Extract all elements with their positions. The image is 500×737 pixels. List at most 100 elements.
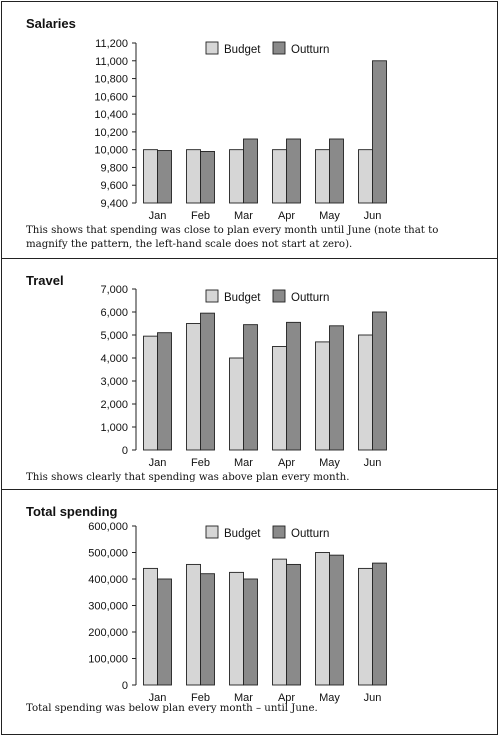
bar-budget-mar <box>229 357 244 451</box>
x-tick-label: Mar <box>234 457 253 469</box>
legend-swatch-outturn <box>272 41 286 55</box>
bar-budget-feb <box>186 323 201 451</box>
x-tick-label: May <box>319 210 340 222</box>
y-tick-label: 10,600 <box>94 91 128 103</box>
x-tick-label: Mar <box>234 692 253 704</box>
bar-budget-apr <box>272 558 287 686</box>
x-tick-label: Jan <box>149 457 167 469</box>
y-tick-label: 6,000 <box>100 307 128 319</box>
y-tick-label: 4,000 <box>100 353 128 365</box>
x-tick-label: Jun <box>364 210 382 222</box>
bar-outturn-feb <box>200 573 215 686</box>
legend-swatch-outturn <box>272 525 286 539</box>
y-tick-label: 10,000 <box>94 145 128 157</box>
travel-chart: 0 1,000 2,000 3,000 4,000 5,000 6,000 7,000 Jan F… <box>100 284 387 469</box>
x-tick-label: Feb <box>191 210 210 222</box>
bar-budget-mar <box>229 571 244 686</box>
bar-outturn-apr <box>286 321 301 451</box>
y-tick-label: 10,800 <box>94 74 128 86</box>
y-tick-label: 9,600 <box>100 180 128 192</box>
bar-budget-jan <box>143 335 158 451</box>
y-tick-label: 300,000 <box>88 601 128 613</box>
travel-panel: Travel 0 1,000 2,000 3,000 4,000 5,000 6,000 7,… <box>2 258 497 489</box>
legend-label-budget: Budget <box>224 292 261 304</box>
x-tick-label: May <box>319 692 340 704</box>
bar-outturn-jan <box>157 332 172 451</box>
legend-label-outturn: Outturn <box>291 292 329 304</box>
x-tick-label: Feb <box>191 457 210 469</box>
x-tick-label: Mar <box>234 210 253 222</box>
salaries-panel: Salaries 9,400 9,600 9,800 10,000 10,200 10,4… <box>2 2 497 258</box>
y-tick-label: 9,800 <box>100 162 128 174</box>
legend-swatch-budget <box>205 525 219 539</box>
bar-budget-jun <box>358 567 373 686</box>
bar-outturn-feb <box>200 312 215 451</box>
y-tick-label: 0 <box>122 680 128 692</box>
bar-budget-jun <box>358 334 373 451</box>
x-tick-label: Apr <box>278 692 295 704</box>
bar-outturn-mar <box>243 138 258 204</box>
y-tick-label: 7,000 <box>100 284 128 296</box>
salaries-chart: 9,400 9,600 9,800 10,000 10,200 10,400 10,600 1… <box>94 38 387 222</box>
chart-caption: This shows clearly that spending was abo… <box>26 472 350 483</box>
y-tick-label: 3,000 <box>100 376 128 388</box>
y-tick-label: 0 <box>122 445 128 457</box>
total-spending-chart: 0 100,000 200,000 300,000 400,000 500,000 600,… <box>88 521 387 704</box>
y-tick-label: 500,000 <box>88 548 128 560</box>
bar-budget-jan <box>143 149 158 204</box>
bar-budget-may <box>315 149 330 204</box>
bar-budget-feb <box>186 563 201 686</box>
bar-budget-apr <box>272 149 287 204</box>
legend-label-outturn: Outturn <box>291 528 329 540</box>
bar-outturn-jun <box>372 562 387 686</box>
x-tick-label: May <box>319 457 340 469</box>
y-tick-label: 400,000 <box>88 574 128 586</box>
x-tick-label: Apr <box>278 210 295 222</box>
bar-outturn-jan <box>157 578 172 686</box>
y-tick-label: 9,400 <box>100 198 128 210</box>
x-tick-label: Apr <box>278 457 295 469</box>
x-tick-label: Jun <box>364 457 382 469</box>
bar-budget-mar <box>229 149 244 204</box>
bar-outturn-apr <box>286 138 301 204</box>
legend-label-budget: Budget <box>224 44 261 56</box>
bar-outturn-jun <box>372 60 387 204</box>
chart-caption: Total spending was below plan every mont… <box>26 703 318 714</box>
bar-budget-jan <box>143 567 158 686</box>
x-tick-label: Jun <box>364 692 382 704</box>
bar-outturn-feb <box>200 150 215 204</box>
bar-budget-may <box>315 341 330 451</box>
bar-outturn-may <box>329 554 344 686</box>
legend-swatch-budget <box>205 289 219 303</box>
bar-budget-apr <box>272 346 287 451</box>
bar-outturn-jun <box>372 311 387 451</box>
chart-title: Total spending <box>26 504 118 519</box>
legend-swatch-budget <box>205 41 219 55</box>
bar-outturn-may <box>329 138 344 204</box>
bar-budget-may <box>315 552 330 686</box>
chart-title: Salaries <box>26 16 76 31</box>
y-tick-label: 100,000 <box>88 654 128 666</box>
legend-label-budget: Budget <box>224 528 261 540</box>
legend-label-outturn: Outturn <box>291 44 329 56</box>
y-tick-label: 1,000 <box>100 422 128 434</box>
bar-outturn-mar <box>243 578 258 686</box>
y-tick-label: 5,000 <box>100 330 128 342</box>
y-tick-label: 11,200 <box>95 38 128 50</box>
bar-outturn-mar <box>243 324 258 451</box>
y-tick-label: 600,000 <box>88 521 128 533</box>
bar-outturn-jan <box>157 150 172 204</box>
bar-outturn-apr <box>286 563 301 686</box>
y-tick-label: 2,000 <box>100 399 128 411</box>
total-spending-panel: Total spending 0 100,000 200,000 300,000 400… <box>2 489 497 736</box>
y-tick-label: 10,200 <box>94 127 128 139</box>
bar-budget-feb <box>186 149 201 204</box>
legend-swatch-outturn <box>272 289 286 303</box>
x-tick-label: Jan <box>149 210 167 222</box>
y-tick-label: 200,000 <box>88 627 128 639</box>
bar-budget-jun <box>358 149 373 204</box>
y-tick-label: 11,000 <box>95 56 128 68</box>
bar-outturn-may <box>329 325 344 451</box>
x-tick-label: Feb <box>191 692 210 704</box>
